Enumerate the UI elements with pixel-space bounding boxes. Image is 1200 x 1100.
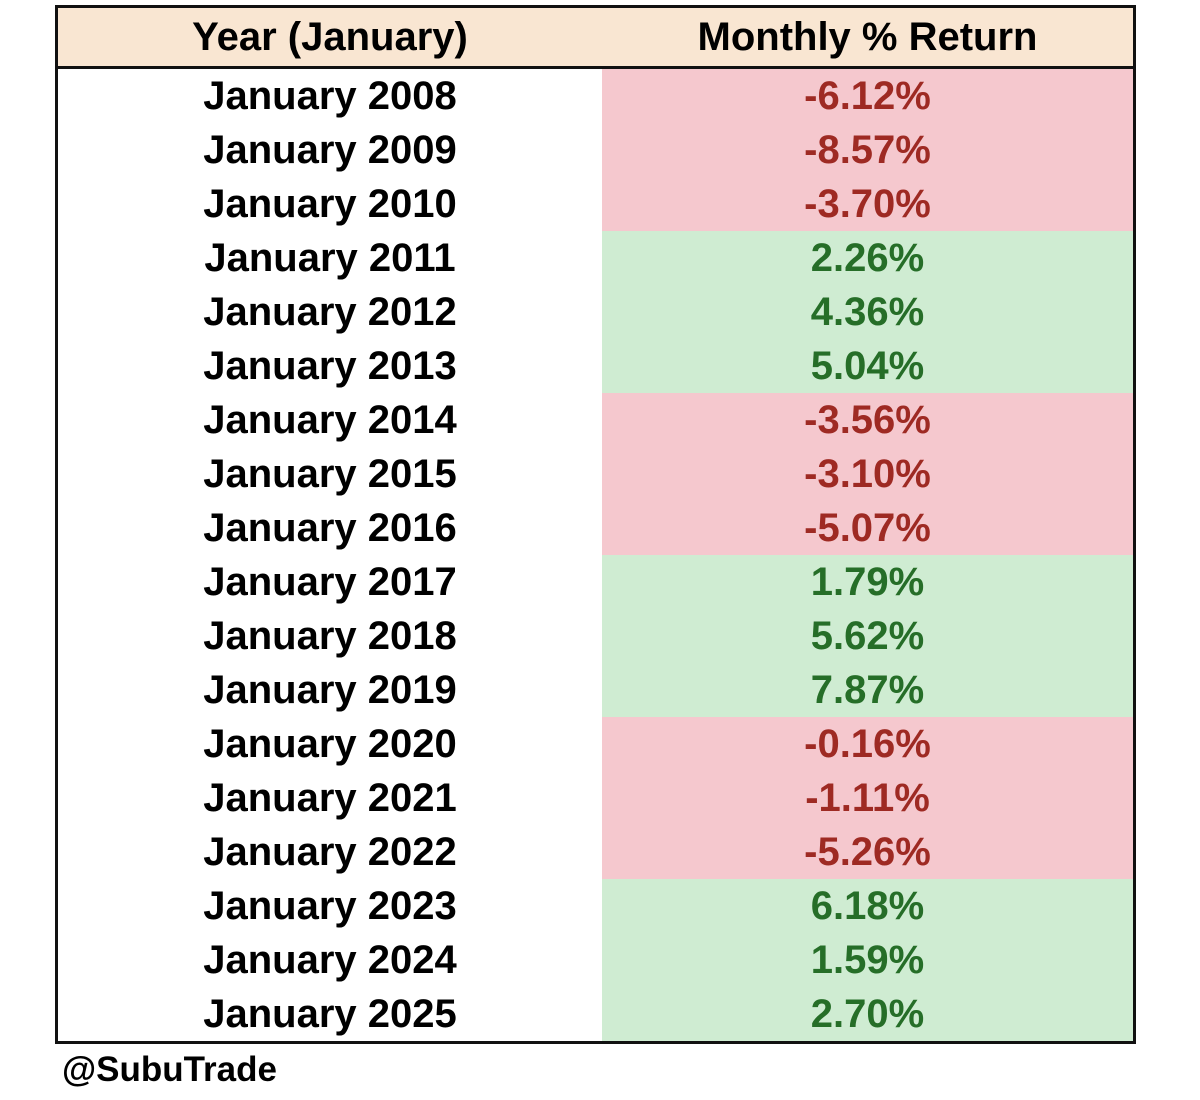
return-cell: -3.70% xyxy=(602,177,1135,231)
return-cell: -0.16% xyxy=(602,717,1135,771)
table-row: January 2013 5.04% xyxy=(56,339,1135,393)
return-cell: -5.26% xyxy=(602,825,1135,879)
year-cell: January 2015 xyxy=(56,447,602,501)
return-cell: 2.70% xyxy=(602,987,1135,1043)
table-row: January 2016 -5.07% xyxy=(56,501,1135,555)
return-cell: 5.04% xyxy=(602,339,1135,393)
header-year: Year (January) xyxy=(56,6,602,69)
table-row: January 2014 -3.56% xyxy=(56,393,1135,447)
table-row: January 2019 7.87% xyxy=(56,663,1135,717)
year-cell: January 2016 xyxy=(56,501,602,555)
return-cell: 7.87% xyxy=(602,663,1135,717)
year-cell: January 2024 xyxy=(56,933,602,987)
year-cell: January 2018 xyxy=(56,609,602,663)
year-cell: January 2008 xyxy=(56,67,602,123)
year-cell: January 2012 xyxy=(56,285,602,339)
year-cell: January 2011 xyxy=(56,231,602,285)
return-cell: 1.59% xyxy=(602,933,1135,987)
return-cell: 4.36% xyxy=(602,285,1135,339)
monthly-returns-table: Year (January) Monthly % Return January … xyxy=(55,5,1136,1044)
return-cell: 1.79% xyxy=(602,555,1135,609)
year-cell: January 2019 xyxy=(56,663,602,717)
table-row: January 2022 -5.26% xyxy=(56,825,1135,879)
table-row: January 2012 4.36% xyxy=(56,285,1135,339)
returns-table-container: Year (January) Monthly % Return January … xyxy=(55,5,1136,1044)
year-cell: January 2014 xyxy=(56,393,602,447)
table-row: January 2025 2.70% xyxy=(56,987,1135,1043)
year-cell: January 2022 xyxy=(56,825,602,879)
return-cell: -3.10% xyxy=(602,447,1135,501)
year-cell: January 2020 xyxy=(56,717,602,771)
return-cell: 5.62% xyxy=(602,609,1135,663)
year-cell: January 2023 xyxy=(56,879,602,933)
return-cell: -8.57% xyxy=(602,123,1135,177)
table-row: January 2010 -3.70% xyxy=(56,177,1135,231)
year-cell: January 2013 xyxy=(56,339,602,393)
table-row: January 2018 5.62% xyxy=(56,609,1135,663)
return-cell: 6.18% xyxy=(602,879,1135,933)
return-cell: -6.12% xyxy=(602,67,1135,123)
table-row: January 2024 1.59% xyxy=(56,933,1135,987)
return-cell: -1.11% xyxy=(602,771,1135,825)
table-body: January 2008 -6.12% January 2009 -8.57% … xyxy=(56,67,1135,1043)
table-row: January 2020 -0.16% xyxy=(56,717,1135,771)
return-cell: -5.07% xyxy=(602,501,1135,555)
table-row: January 2009 -8.57% xyxy=(56,123,1135,177)
return-cell: -3.56% xyxy=(602,393,1135,447)
header-row: Year (January) Monthly % Return xyxy=(56,6,1135,69)
table-row: January 2021 -1.11% xyxy=(56,771,1135,825)
year-cell: January 2025 xyxy=(56,987,602,1043)
year-cell: January 2017 xyxy=(56,555,602,609)
watermark-handle: @SubuTrade xyxy=(62,1050,277,1089)
table-row: January 2017 1.79% xyxy=(56,555,1135,609)
table-row: January 2011 2.26% xyxy=(56,231,1135,285)
year-cell: January 2021 xyxy=(56,771,602,825)
table-header: Year (January) Monthly % Return xyxy=(56,6,1135,69)
year-cell: January 2010 xyxy=(56,177,602,231)
table-row: January 2015 -3.10% xyxy=(56,447,1135,501)
table-row: January 2023 6.18% xyxy=(56,879,1135,933)
return-cell: 2.26% xyxy=(602,231,1135,285)
table-row: January 2008 -6.12% xyxy=(56,67,1135,123)
header-monthly-return: Monthly % Return xyxy=(602,6,1135,69)
year-cell: January 2009 xyxy=(56,123,602,177)
